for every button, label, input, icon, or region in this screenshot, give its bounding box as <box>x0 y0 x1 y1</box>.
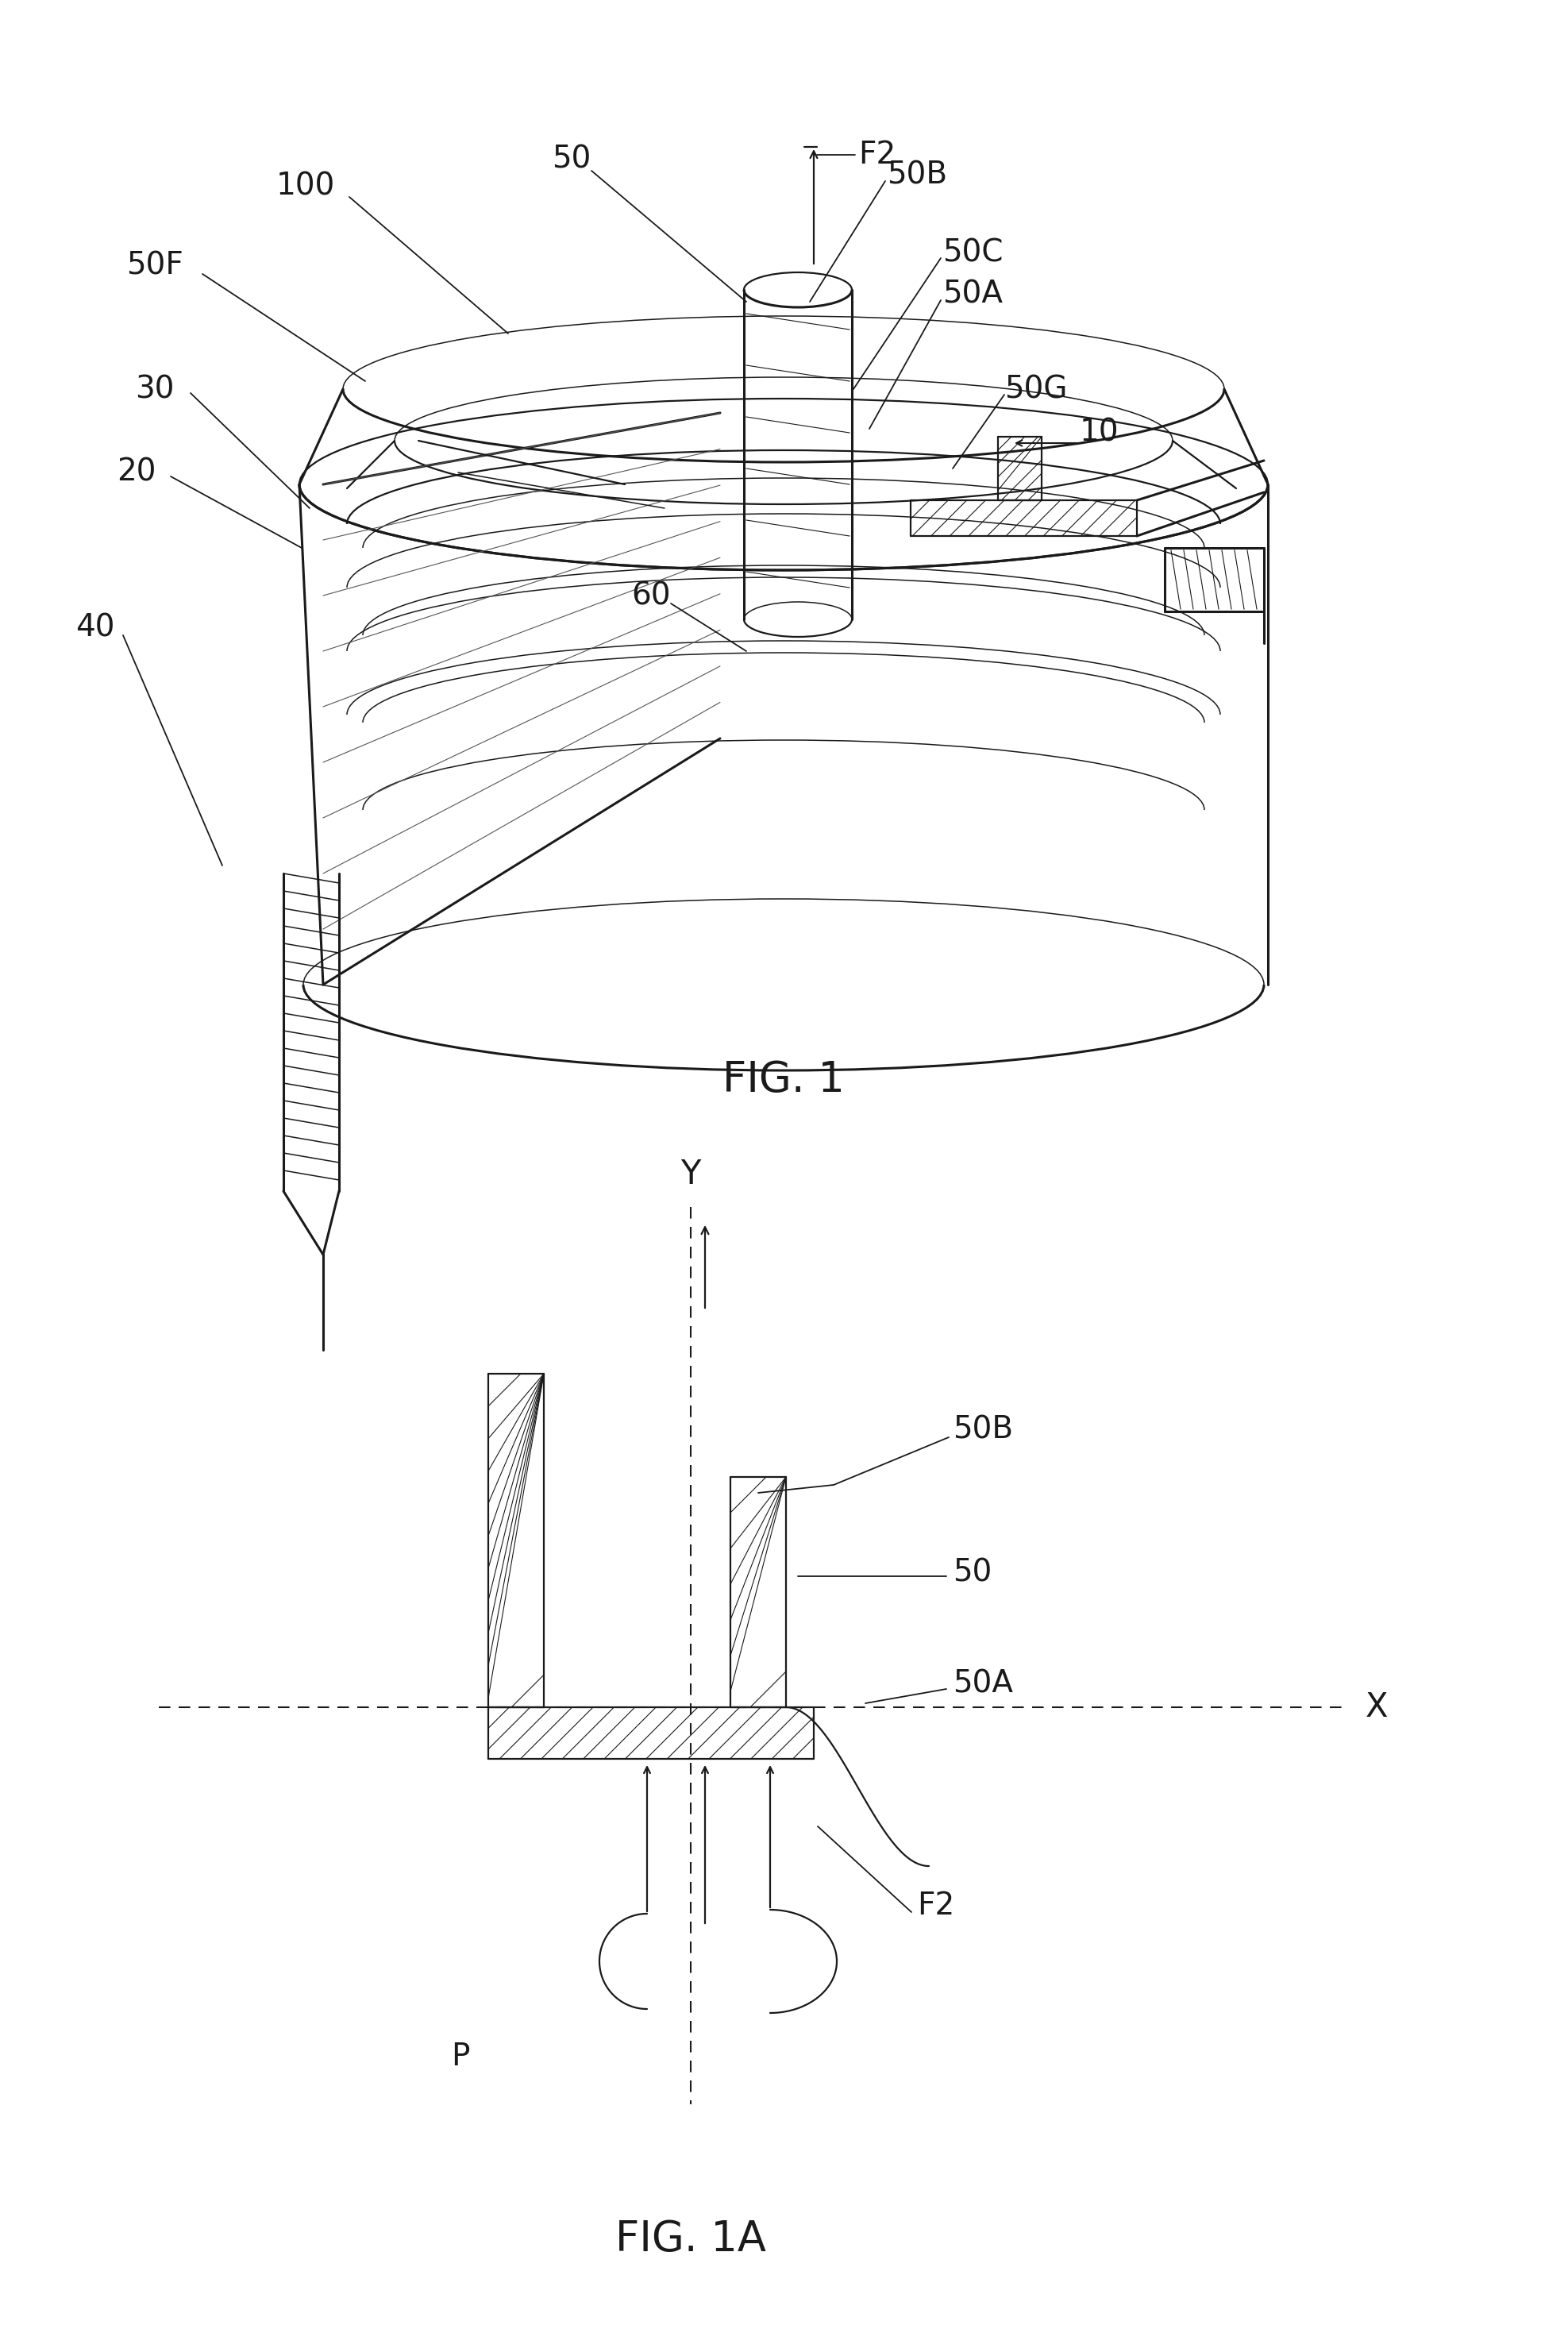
Text: 50C: 50C <box>942 238 1004 268</box>
Text: FIG. 1: FIG. 1 <box>723 1060 845 1102</box>
Text: 50F: 50F <box>127 252 183 282</box>
Text: 50: 50 <box>552 144 591 175</box>
Text: F2: F2 <box>859 140 895 170</box>
Text: 50A: 50A <box>953 1668 1013 1698</box>
Text: FIG. 1A: FIG. 1A <box>615 2220 767 2259</box>
Text: 40: 40 <box>75 613 114 643</box>
Text: F2: F2 <box>917 1891 955 1921</box>
Text: 50B: 50B <box>887 161 947 189</box>
Text: 50A: 50A <box>942 279 1002 310</box>
Text: 50G: 50G <box>1005 375 1068 405</box>
Text: 30: 30 <box>135 375 174 405</box>
Text: Y: Y <box>681 1158 701 1190</box>
Text: P: P <box>452 2043 470 2073</box>
Text: 20: 20 <box>118 456 157 487</box>
Text: 50B: 50B <box>953 1414 1013 1444</box>
Text: 50: 50 <box>953 1558 993 1588</box>
Text: X: X <box>1366 1691 1388 1723</box>
Text: 60: 60 <box>632 580 671 610</box>
Text: 10: 10 <box>1080 417 1120 447</box>
Text: 100: 100 <box>276 172 336 203</box>
